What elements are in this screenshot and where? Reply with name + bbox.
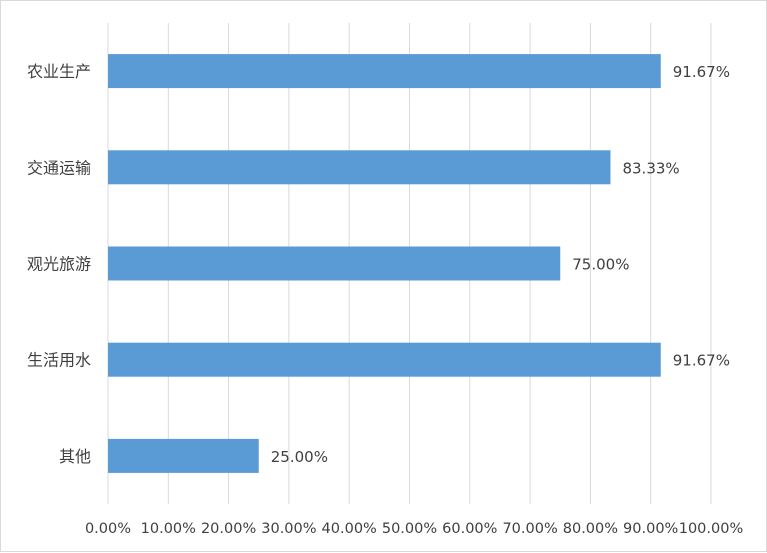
x-tick-label: 10.00% bbox=[141, 521, 196, 537]
category-label: 其他 bbox=[59, 447, 91, 466]
x-tick-label: 40.00% bbox=[322, 521, 377, 537]
x-tick-label: 30.00% bbox=[261, 521, 316, 537]
x-tick-label: 100.00% bbox=[679, 521, 744, 537]
data-label: 83.33% bbox=[622, 159, 679, 177]
x-tick-label: 60.00% bbox=[442, 521, 497, 537]
x-tick-label: 90.00% bbox=[623, 521, 678, 537]
data-labels: 91.67% 83.33% 75.00% 91.67% 25.00% bbox=[271, 63, 730, 466]
category-label: 观光旅游 bbox=[27, 255, 91, 274]
x-tick-label: 80.00% bbox=[563, 521, 618, 537]
data-label: 25.00% bbox=[271, 448, 328, 466]
data-label: 91.67% bbox=[673, 63, 730, 81]
bar bbox=[108, 438, 259, 473]
x-tick-label: 70.00% bbox=[502, 521, 557, 537]
bars bbox=[108, 54, 661, 473]
x-tick-label: 50.00% bbox=[382, 521, 437, 537]
bar bbox=[108, 150, 611, 185]
bar bbox=[108, 54, 661, 89]
bar bbox=[108, 342, 661, 377]
x-tick-label: 0.00% bbox=[85, 521, 131, 537]
x-tick-labels: 0.00% 10.00% 20.00% 30.00% 40.00% 50.00% 60.00… bbox=[85, 521, 743, 537]
data-label: 91.67% bbox=[673, 352, 730, 370]
bar bbox=[108, 246, 561, 281]
category-label: 生活用水 bbox=[27, 351, 91, 370]
category-label: 交通运输 bbox=[27, 158, 91, 177]
x-tick-label: 20.00% bbox=[201, 521, 256, 537]
data-label: 75.00% bbox=[572, 256, 629, 274]
category-label: 农业生产 bbox=[27, 62, 91, 81]
